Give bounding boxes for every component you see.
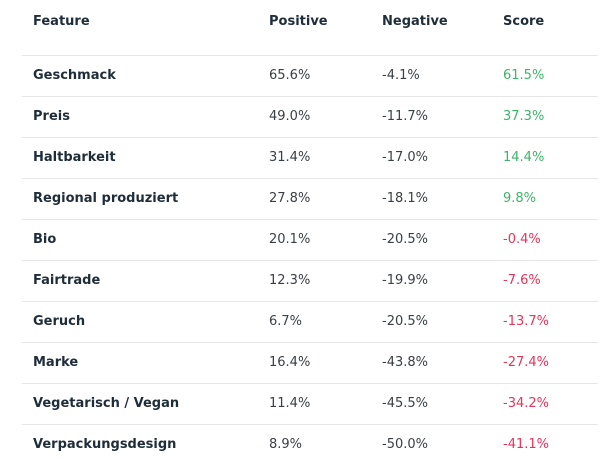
value-cell: -13.7%: [492, 300, 598, 342]
table-row: Geruch 6.7% -20.5% -13.7%: [22, 300, 598, 342]
value-cell: 49.0%: [258, 95, 371, 137]
value-cell: -20.5%: [371, 300, 492, 342]
feature-cell: Geruch: [22, 300, 258, 342]
header-cell: Negative: [382, 14, 448, 29]
header-cell: Positive: [269, 14, 328, 29]
value-cell: 6.7%: [258, 300, 371, 342]
value-cell: 37.3%: [492, 95, 598, 137]
feature-cell: Verpackungsdesign: [22, 423, 258, 465]
table-container: Feature Positive Negative Score Geschmack 65…: [22, 0, 598, 465]
header-cell: Feature: [33, 14, 90, 29]
feature-cell: Preis: [22, 95, 258, 137]
table-row: Regional produziert 27.8% -18.1% 9.8%: [22, 177, 598, 219]
table-row: Marke 16.4% -43.8% -27.4%: [22, 341, 598, 383]
value-cell: -0.4%: [492, 218, 598, 260]
value-cell: -7.6%: [492, 259, 598, 301]
value-cell: -50.0%: [371, 423, 492, 465]
value-cell: -20.5%: [371, 218, 492, 260]
table-row: Vegetarisch / Vegan 11.4% -45.5% -34.2%: [22, 382, 598, 424]
feature-cell: Marke: [22, 341, 258, 383]
table-row: Bio 20.1% -20.5% -0.4%: [22, 218, 598, 260]
value-cell: 11.4%: [258, 382, 371, 424]
feature-cell: Regional produziert: [22, 177, 258, 219]
feature-cell: Vegetarisch / Vegan: [22, 382, 258, 424]
feature-cell: Bio: [22, 218, 258, 260]
value-cell: -4.1%: [371, 54, 492, 96]
value-cell: 61.5%: [492, 54, 598, 96]
feature-cell: Haltbarkeit: [22, 136, 258, 178]
value-cell: 12.3%: [258, 259, 371, 301]
table-row: Haltbarkeit 31.4% -17.0% 14.4%: [22, 136, 598, 178]
table-row: Fairtrade 12.3% -19.9% -7.6%: [22, 259, 598, 301]
value-cell: -19.9%: [371, 259, 492, 301]
value-cell: -11.7%: [371, 95, 492, 137]
table-body: Geschmack 65.6% -4.1% 61.5% Preis 49.0% -11.7%…: [22, 54, 598, 465]
feature-cell: Fairtrade: [22, 259, 258, 301]
table-header: Feature Positive Negative Score: [22, 0, 598, 55]
table-row: Verpackungsdesign 8.9% -50.0% -41.1%: [22, 423, 598, 465]
value-cell: -34.2%: [492, 382, 598, 424]
value-cell: 14.4%: [492, 136, 598, 178]
feature-table: Feature Positive Negative Score Geschmack 65…: [22, 0, 598, 465]
table-row: Preis 49.0% -11.7% 37.3%: [22, 95, 598, 137]
value-cell: -41.1%: [492, 423, 598, 465]
value-cell: -27.4%: [492, 341, 598, 383]
value-cell: 16.4%: [258, 341, 371, 383]
value-cell: 65.6%: [258, 54, 371, 96]
value-cell: -17.0%: [371, 136, 492, 178]
value-cell: -43.8%: [371, 341, 492, 383]
table-row: Geschmack 65.6% -4.1% 61.5%: [22, 54, 598, 96]
value-cell: 31.4%: [258, 136, 371, 178]
value-cell: 9.8%: [492, 177, 598, 219]
value-cell: -45.5%: [371, 382, 492, 424]
feature-cell: Geschmack: [22, 54, 258, 96]
header-row: Feature Positive Negative Score: [22, 0, 598, 55]
value-cell: 8.9%: [258, 423, 371, 465]
header-cell: Score: [503, 14, 545, 29]
value-cell: -18.1%: [371, 177, 492, 219]
value-cell: 27.8%: [258, 177, 371, 219]
value-cell: 20.1%: [258, 218, 371, 260]
